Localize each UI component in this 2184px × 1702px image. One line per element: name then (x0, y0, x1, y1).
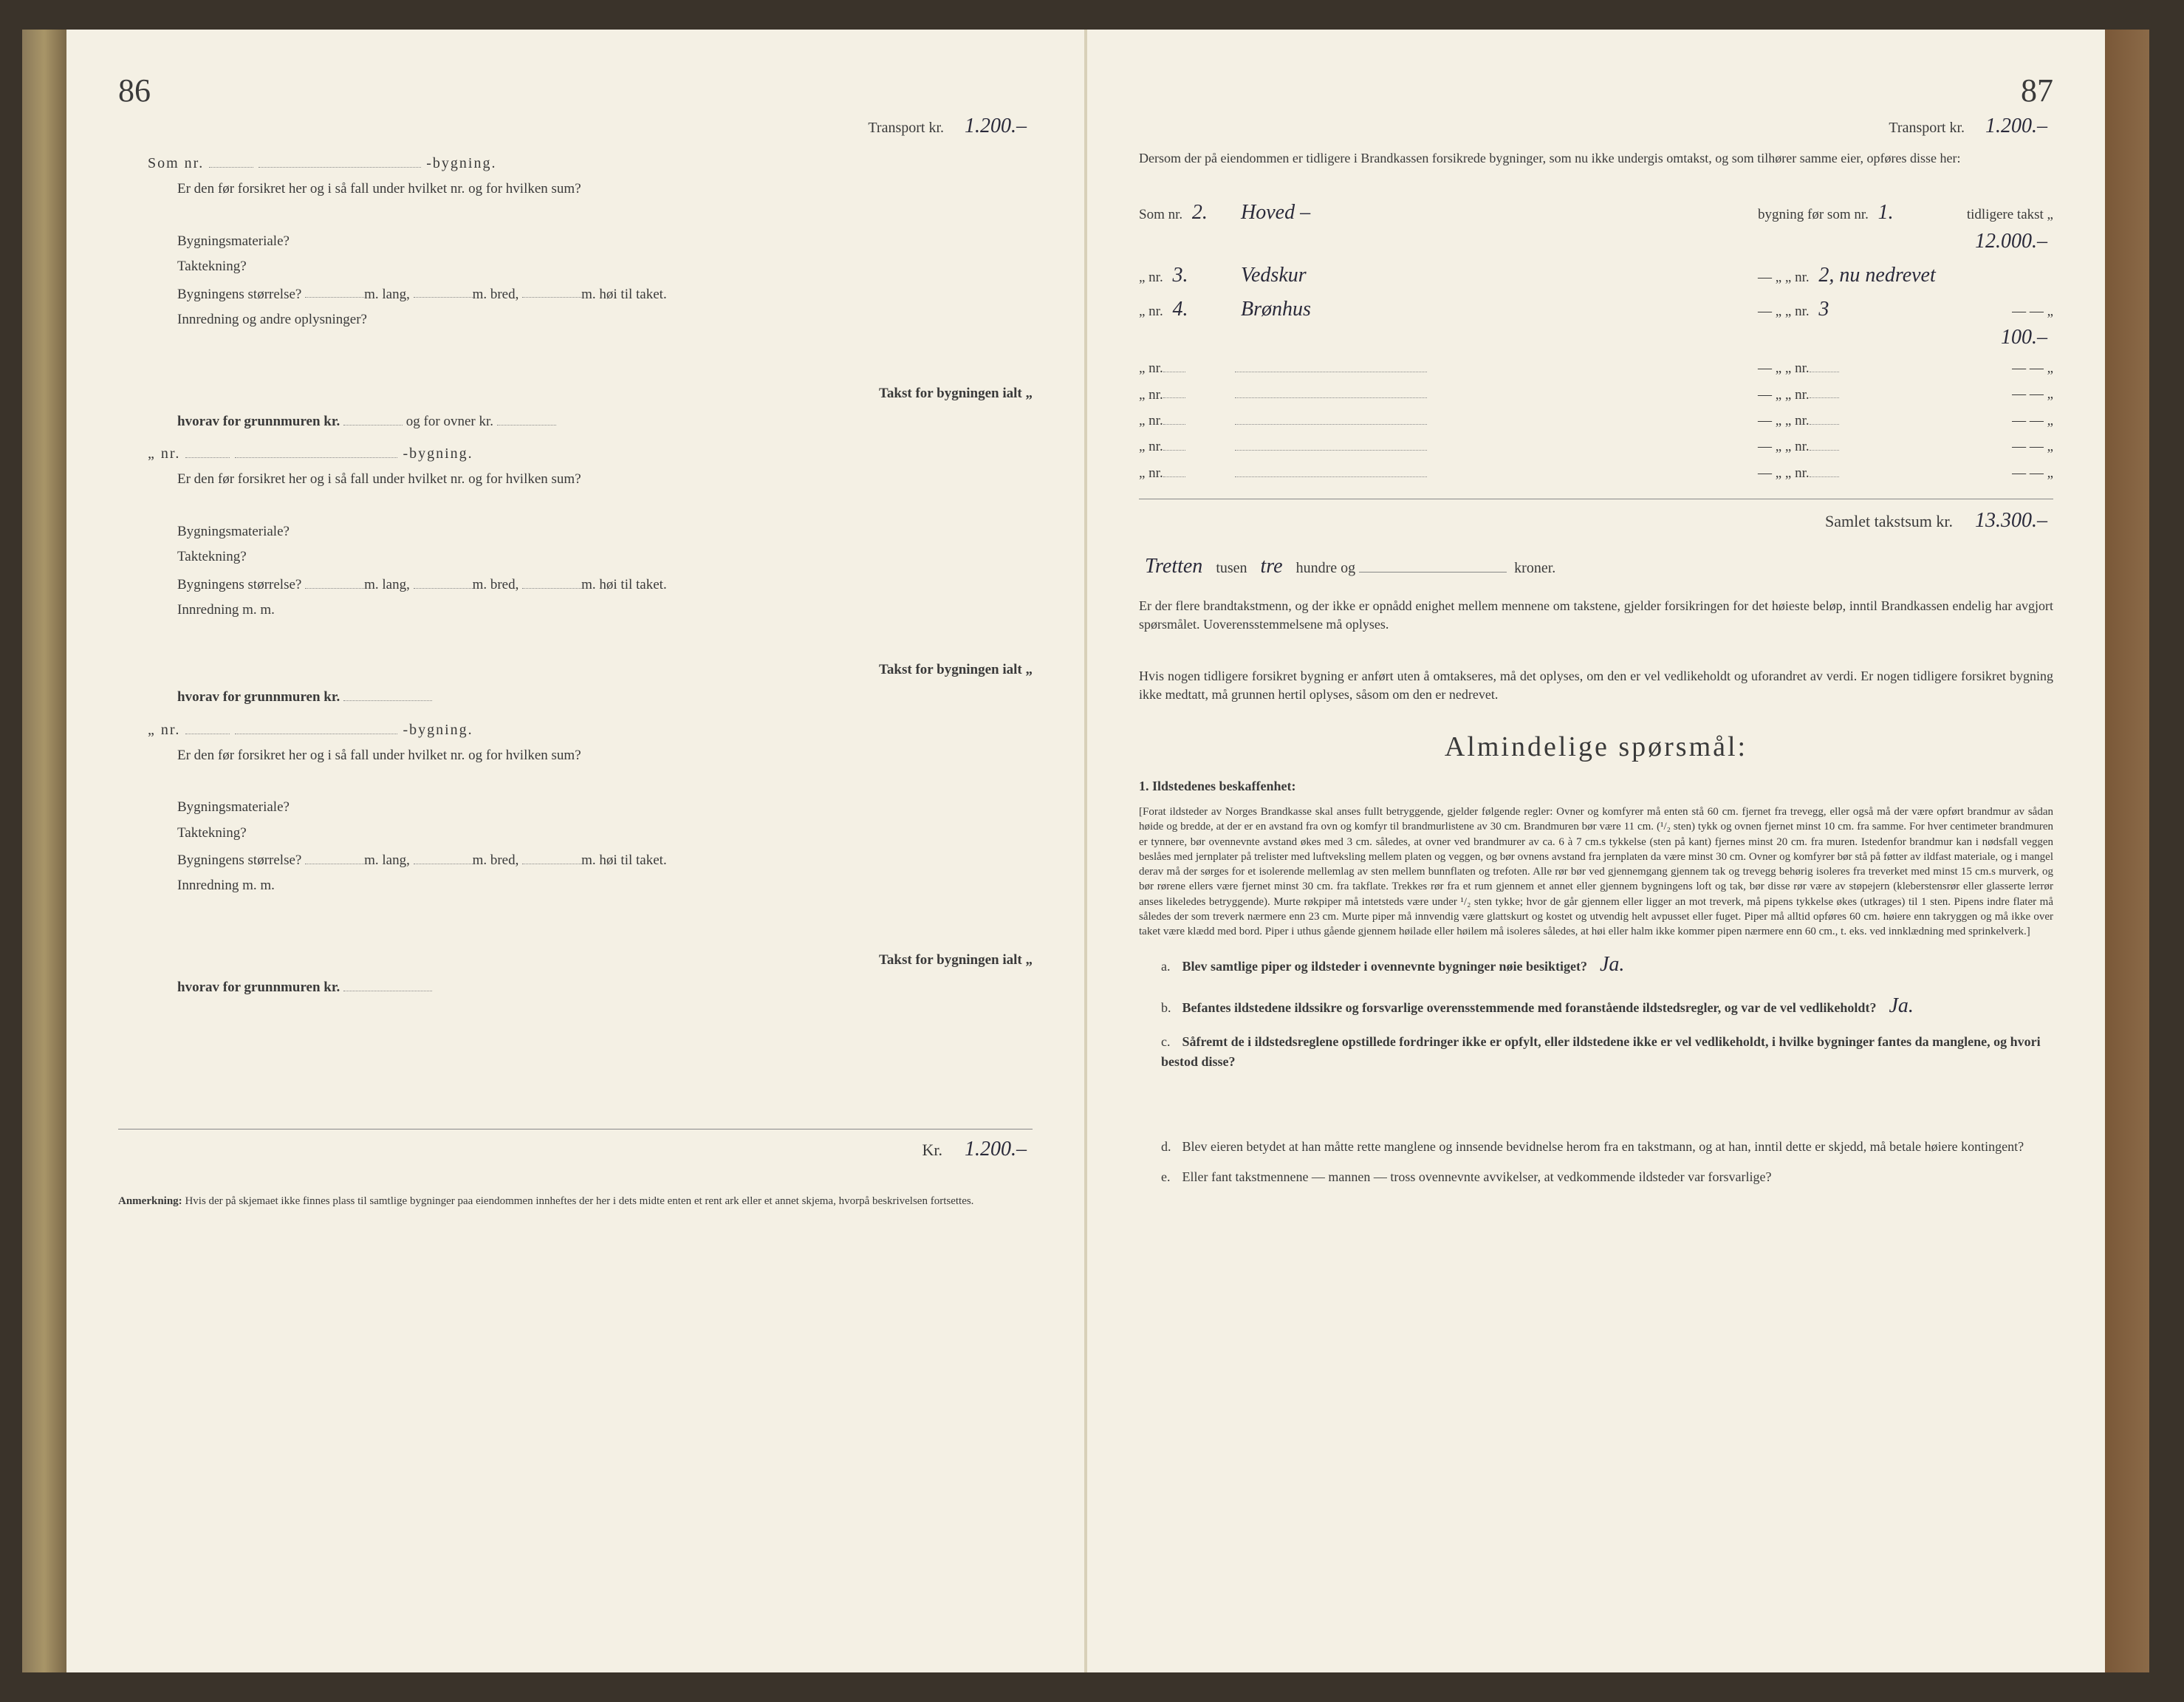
takst-ialt-1: Takst for bygningen ialt „ (148, 383, 1033, 405)
book-spine-left (22, 30, 66, 1672)
intro-text: Dersom der på eiendommen er tidligere i … (1139, 149, 2053, 168)
question-b: b. Befantes ildstedene ildssikre og fors… (1161, 991, 2053, 1022)
building-name: Hoved – (1235, 201, 1316, 224)
building-name: Vedskur (1235, 264, 1312, 287)
q-innredning-1: Innredning og andre oplysninger? (177, 310, 1033, 331)
book-cover-right (2105, 30, 2149, 1672)
answer-b: Ja. (1883, 994, 1919, 1017)
transport-row-left: Transport kr. 1.200.– (118, 111, 1033, 142)
table-row: „ nr. — „ „ nr. — — „ (1139, 434, 2053, 457)
sec1-smallprint: [Forat ildsteder av Norges Brandkasse sk… (1139, 804, 2053, 939)
q-storrelse-3: Bygningens størrelse? m. lang, m. bred, … (177, 848, 1033, 871)
para-flere: Er der flere brandtakstmenn, og der ikke… (1139, 597, 2053, 634)
table-row: Som nr. 2. Hoved – bygning før som nr. 1… (1139, 197, 2053, 257)
q-bygmat-1: Bygningsmateriale? (177, 231, 1033, 253)
q-forsikret-3: Er den før forsikret her og i så fall un… (177, 745, 1033, 767)
book-spread: 86 Transport kr. 1.200.– Som nr. -bygnin… (0, 0, 2184, 1702)
hvorav-3: hvorav for grunnmuren kr. (177, 975, 1033, 998)
q-bygmat-3: Bygningsmateriale? (177, 797, 1033, 818)
q-tak-2: Taktekning? (177, 547, 1033, 568)
question-d: d. Blev eieren betydet at han måtte rett… (1161, 1137, 2053, 1157)
table-row: „ nr. — „ „ nr. — — „ (1139, 461, 2053, 484)
anmerkning: Anmerkning: Hvis der på skjemaet ikke fi… (118, 1195, 1033, 1209)
q-innredning-2: Innredning m. m. (177, 600, 1033, 621)
takst-ialt-3: Takst for bygningen ialt „ (148, 950, 1033, 971)
table-row: „ nr. — „ „ nr. — — „ (1139, 409, 2053, 431)
page-number-right: 87 (2021, 66, 2053, 115)
hvorav-1: hvorav for grunnmuren kr. og for ovner k… (177, 409, 1033, 432)
hvorav-2: hvorav for grunnmuren kr. (177, 685, 1033, 708)
q-forsikret-1: Er den før forsikret her og i så fall un… (177, 179, 1033, 200)
kr-total-value: 1.200.– (959, 1138, 1033, 1161)
building-name: Brønhus (1235, 298, 1317, 321)
q-storrelse-2: Bygningens størrelse? m. lang, m. bred, … (177, 573, 1033, 595)
table-row: „ nr. 3. Vedskur — „ „ nr. 2, nu nedreve… (1139, 260, 2053, 291)
q-tak-1: Taktekning? (177, 256, 1033, 278)
transport-value: 1.200.– (959, 115, 1033, 137)
samlet-value: 13.300.– (1969, 509, 2053, 532)
transport-value-r: 1.200.– (1979, 115, 2053, 137)
table-row: „ nr. — „ „ nr. — — „ (1139, 356, 2053, 379)
nr-line-2: „ nr. -bygning. (148, 441, 1033, 465)
q-storrelse-1: Bygningens størrelse? m. lang, m. bred, … (177, 282, 1033, 305)
samlet-row: Samlet takstsum kr. 13.300.– (1139, 499, 2053, 536)
table-row: „ nr. 4. Brønhus — „ „ nr. 3 — — „ 100.– (1139, 294, 2053, 354)
takst-ialt-2: Takst for bygningen ialt „ (148, 660, 1033, 681)
nr-line-3: „ nr. -bygning. (148, 717, 1033, 741)
question-c: c. Såfremt de i ildstedsreglene opstille… (1161, 1032, 2053, 1072)
table-row: „ nr. — „ „ nr. — — „ (1139, 383, 2053, 406)
building-table: Som nr. 2. Hoved – bygning før som nr. 1… (1139, 197, 2053, 484)
q-innredning-3: Innredning m. m. (177, 875, 1033, 897)
kr-total-row: Kr. 1.200.– (118, 1129, 1033, 1165)
q-tak-3: Taktekning? (177, 823, 1033, 844)
question-a: a. Blev samtlige piper og ildsteder i ov… (1161, 949, 2053, 980)
sec1-title: 1. Ildstedenes beskaffenhet: (1139, 777, 2053, 796)
som-nr-line-1: Som nr. -bygning. (148, 151, 1033, 174)
transport-label-r: Transport kr. (1889, 120, 1965, 136)
transport-label: Transport kr. (868, 120, 944, 136)
page-left: 86 Transport kr. 1.200.– Som nr. -bygnin… (66, 30, 1086, 1672)
written-amount-row: Tretten tusen tre hundre og kroner. (1139, 551, 2053, 582)
answer-a: Ja. (1594, 953, 1630, 976)
question-e: e. Eller fant takstmennene — mannen — tr… (1161, 1167, 2053, 1187)
page-number-left: 86 (118, 66, 151, 115)
q-forsikret-2: Er den før forsikret her og i så fall un… (177, 469, 1033, 491)
q-bygmat-2: Bygningsmateriale? (177, 522, 1033, 543)
transport-row-right: Transport kr. 1.200.– (1139, 111, 2053, 142)
para-tidl: Hvis nogen tidligere forsikret bygning e… (1139, 667, 2053, 704)
almindelige-title: Almindelige spørsmål: (1139, 726, 2053, 768)
page-right: 87 Transport kr. 1.200.– Dersom der på e… (1086, 30, 2105, 1672)
